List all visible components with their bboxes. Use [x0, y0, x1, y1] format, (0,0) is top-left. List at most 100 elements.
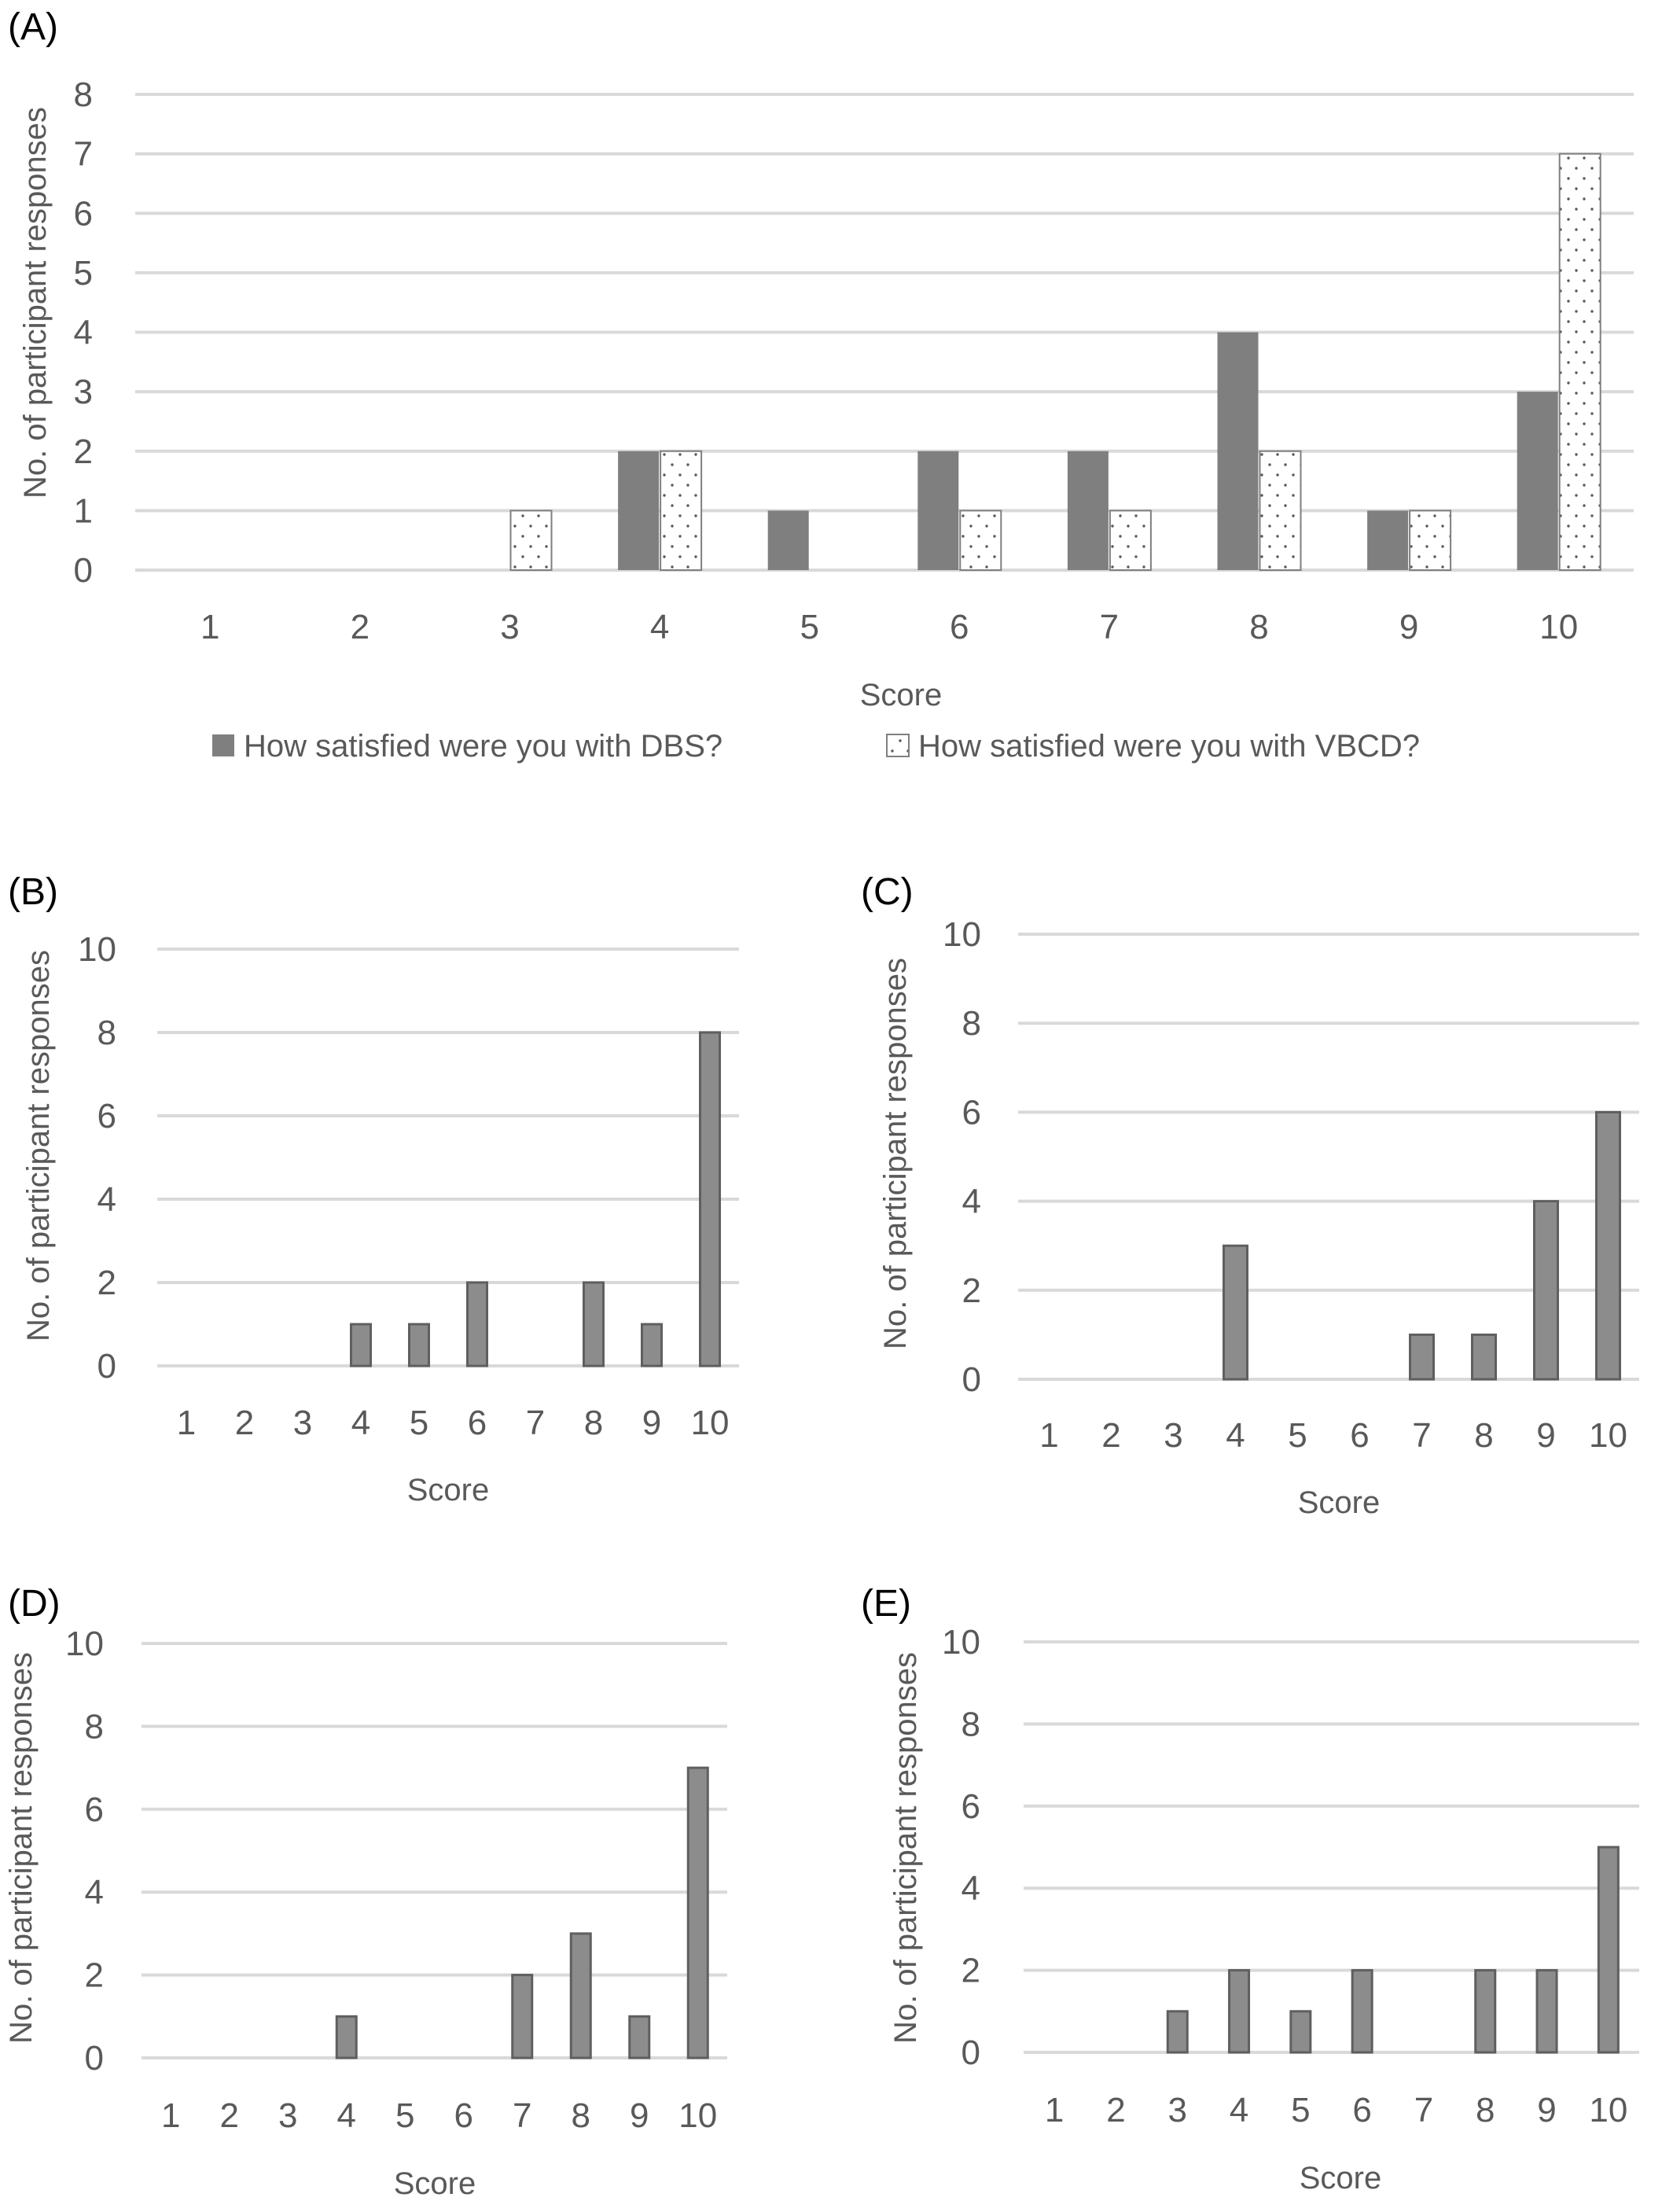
x-tick-label: 3 [500, 608, 519, 646]
x-tick-label: 10 [1539, 608, 1578, 646]
y-tick-label: 7 [74, 135, 93, 174]
y-tick-label: 10 [943, 915, 981, 954]
bar [1595, 1110, 1621, 1381]
bar [466, 1281, 488, 1367]
x-tick-label: 2 [351, 608, 370, 646]
y-tick-label: 8 [97, 1014, 116, 1052]
panel-label: (A) [8, 6, 58, 48]
x-tick-label: 4 [337, 2096, 356, 2135]
x-tick-label: 4 [1230, 2091, 1248, 2129]
y-tick-label: 6 [97, 1097, 116, 1135]
x-tick-label: 10 [691, 1404, 730, 1442]
panel-label: (C) [861, 871, 914, 913]
bar [1289, 2010, 1312, 2054]
x-tick-label: 9 [1536, 1416, 1555, 1455]
panel-label: (D) [8, 1583, 61, 1625]
panel-label: (E) [861, 1583, 911, 1625]
x-tick-label: 8 [1249, 608, 1268, 646]
bar [1597, 1846, 1620, 2054]
x-tick-label: 8 [1476, 2091, 1495, 2129]
x-axis-label: Score [860, 678, 943, 712]
y-tick-label: 2 [74, 432, 93, 471]
bar-vbcd [1558, 153, 1601, 571]
y-tick-label: 1 [74, 491, 93, 530]
y-tick-label: 4 [74, 314, 93, 352]
x-tick-label: 7 [1414, 2091, 1433, 2129]
x-tick-label: 6 [1352, 2091, 1371, 2129]
bar-dbs [917, 451, 959, 570]
x-tick-label: 1 [177, 1404, 196, 1442]
x-tick-label: 7 [526, 1404, 545, 1442]
y-tick-label: 4 [97, 1180, 116, 1219]
x-tick-label: 5 [395, 2096, 414, 2135]
y-tick-label: 2 [962, 1272, 981, 1310]
bar [1533, 1200, 1559, 1381]
x-axis-label: Score [394, 2166, 476, 2201]
y-axis-label: No. of participant responses [4, 1652, 39, 2044]
y-tick-label: 0 [97, 1347, 116, 1386]
y-tick-label: 10 [65, 1625, 104, 1663]
bar [1535, 1969, 1558, 2054]
bar [628, 2015, 651, 2059]
y-tick-label: 6 [962, 1093, 981, 1132]
chart-panel-a: (A) 0 1 2 3 4 5 6 7 8 1 2 3 4 5 6 7 8 9 10 Score No. of parti… [8, 6, 1634, 764]
y-tick-label: 0 [74, 551, 93, 590]
legend-item: How satisfied were you with VBCD? [886, 729, 1420, 764]
bar-dbs [1067, 451, 1109, 570]
x-tick-label: 4 [351, 1404, 370, 1442]
y-tick-label: 0 [962, 1360, 981, 1399]
bar-vbcd [660, 450, 703, 571]
x-tick-label: 4 [1226, 1416, 1245, 1455]
y-tick-label: 2 [962, 1952, 980, 1990]
x-tick-label: 3 [1164, 1416, 1182, 1455]
y-tick-label: 8 [962, 1705, 980, 1743]
x-tick-label: 10 [1589, 2091, 1627, 2129]
legend-label: How satisfied were you with VBCD? [918, 729, 1420, 764]
bar-vbcd [509, 510, 553, 571]
y-tick-label: 8 [962, 1004, 981, 1043]
x-tick-label: 9 [630, 2096, 649, 2135]
y-tick-label: 3 [74, 373, 93, 411]
x-tick-label: 5 [800, 608, 818, 646]
legend: How satisfied were you with DBS? How sati… [212, 729, 1420, 764]
x-tick-label: 1 [200, 608, 219, 646]
bar [1474, 1969, 1497, 2054]
bar [1228, 1969, 1251, 2054]
x-tick-label: 10 [678, 2096, 717, 2135]
x-tick-label: 5 [1291, 2091, 1310, 2129]
bar-vbcd [959, 510, 1002, 571]
x-axis-label: Score [1300, 2161, 1382, 2195]
y-tick-label: 4 [85, 1873, 104, 1912]
x-tick-label: 3 [1168, 2091, 1187, 2129]
y-axis-label: No. of participant responses [18, 107, 53, 499]
x-tick-label: 1 [161, 2096, 180, 2135]
panel-label: (B) [8, 871, 58, 913]
x-tick-label: 5 [410, 1404, 428, 1442]
y-tick-label: 4 [962, 1869, 980, 1908]
x-tick-label: 2 [235, 1404, 254, 1442]
bar-vbcd [1259, 450, 1302, 571]
bar-vbcd [1409, 510, 1452, 571]
x-tick-label: 8 [572, 2096, 590, 2135]
legend-swatch-dbs [212, 734, 234, 756]
x-tick-label: 3 [278, 2096, 297, 2135]
x-tick-label: 9 [1537, 2091, 1556, 2129]
x-tick-label: 6 [1350, 1416, 1369, 1455]
bar [686, 1766, 709, 2059]
y-tick-label: 2 [85, 1956, 104, 1995]
y-axis-label: No. of participant responses [878, 958, 913, 1349]
bar [335, 2015, 358, 2059]
y-tick-label: 6 [74, 194, 93, 233]
x-tick-label: 4 [650, 608, 669, 646]
bar [350, 1323, 372, 1367]
x-tick-label: 6 [950, 608, 969, 646]
x-tick-label: 3 [293, 1404, 312, 1442]
bar [1166, 2010, 1189, 2054]
y-tick-label: 4 [962, 1183, 981, 1221]
bar-dbs [618, 451, 660, 570]
y-tick-label: 8 [85, 1707, 104, 1746]
x-tick-label: 9 [1399, 608, 1418, 646]
